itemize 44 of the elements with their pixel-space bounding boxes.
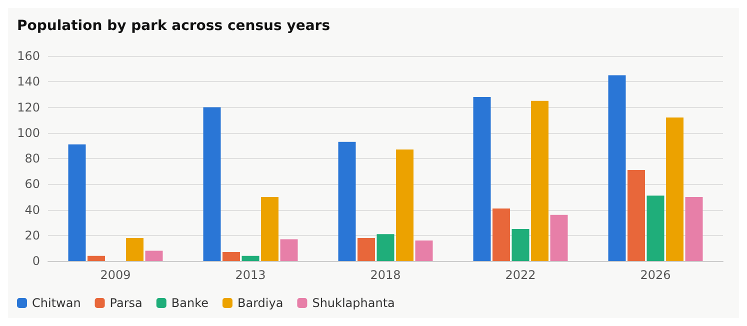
bar xyxy=(550,214,568,261)
bar xyxy=(126,238,144,261)
bar xyxy=(261,196,278,261)
y-tick-label: 80 xyxy=(24,152,40,166)
bar xyxy=(88,256,105,261)
bar xyxy=(376,234,394,261)
bar xyxy=(492,208,510,261)
bar xyxy=(608,75,626,261)
bar xyxy=(68,144,86,261)
bar xyxy=(396,150,414,261)
y-tick-label: 20 xyxy=(24,228,40,242)
bar xyxy=(666,118,684,261)
bar xyxy=(145,250,163,261)
bar xyxy=(203,107,221,261)
x-tick-label: 2009 xyxy=(100,268,131,282)
x-tick-label: 2013 xyxy=(235,268,266,282)
bar xyxy=(338,142,356,261)
y-tick-label: 140 xyxy=(17,74,40,89)
y-tick-label: 40 xyxy=(24,202,40,217)
legend-label: Shuklaphanta xyxy=(312,296,395,310)
bar xyxy=(531,100,548,261)
bar xyxy=(415,240,433,261)
y-tick-label: 60 xyxy=(24,177,40,192)
legend-label: Banke xyxy=(171,296,208,310)
bar xyxy=(222,252,240,261)
y-tick-label: 120 xyxy=(17,100,40,114)
legend-label: Bardiya xyxy=(237,296,284,310)
bar xyxy=(646,196,664,261)
bar xyxy=(628,170,645,261)
legend-label: Chitwan xyxy=(32,296,81,310)
chart-title: Population by park across census years xyxy=(17,18,330,34)
bar xyxy=(242,256,260,261)
bar xyxy=(512,228,530,261)
y-tick-label: 0 xyxy=(32,254,40,268)
bar xyxy=(280,239,298,261)
x-tick-label: 2018 xyxy=(370,268,401,282)
bar xyxy=(358,238,375,261)
x-tick-label: 2026 xyxy=(640,268,671,282)
y-tick-label: 160 xyxy=(17,49,40,63)
bar xyxy=(685,196,703,261)
legend-label: Parsa xyxy=(110,296,142,310)
x-tick-label: 2022 xyxy=(505,268,536,282)
y-tick-label: 100 xyxy=(17,126,40,140)
bar xyxy=(473,97,491,261)
